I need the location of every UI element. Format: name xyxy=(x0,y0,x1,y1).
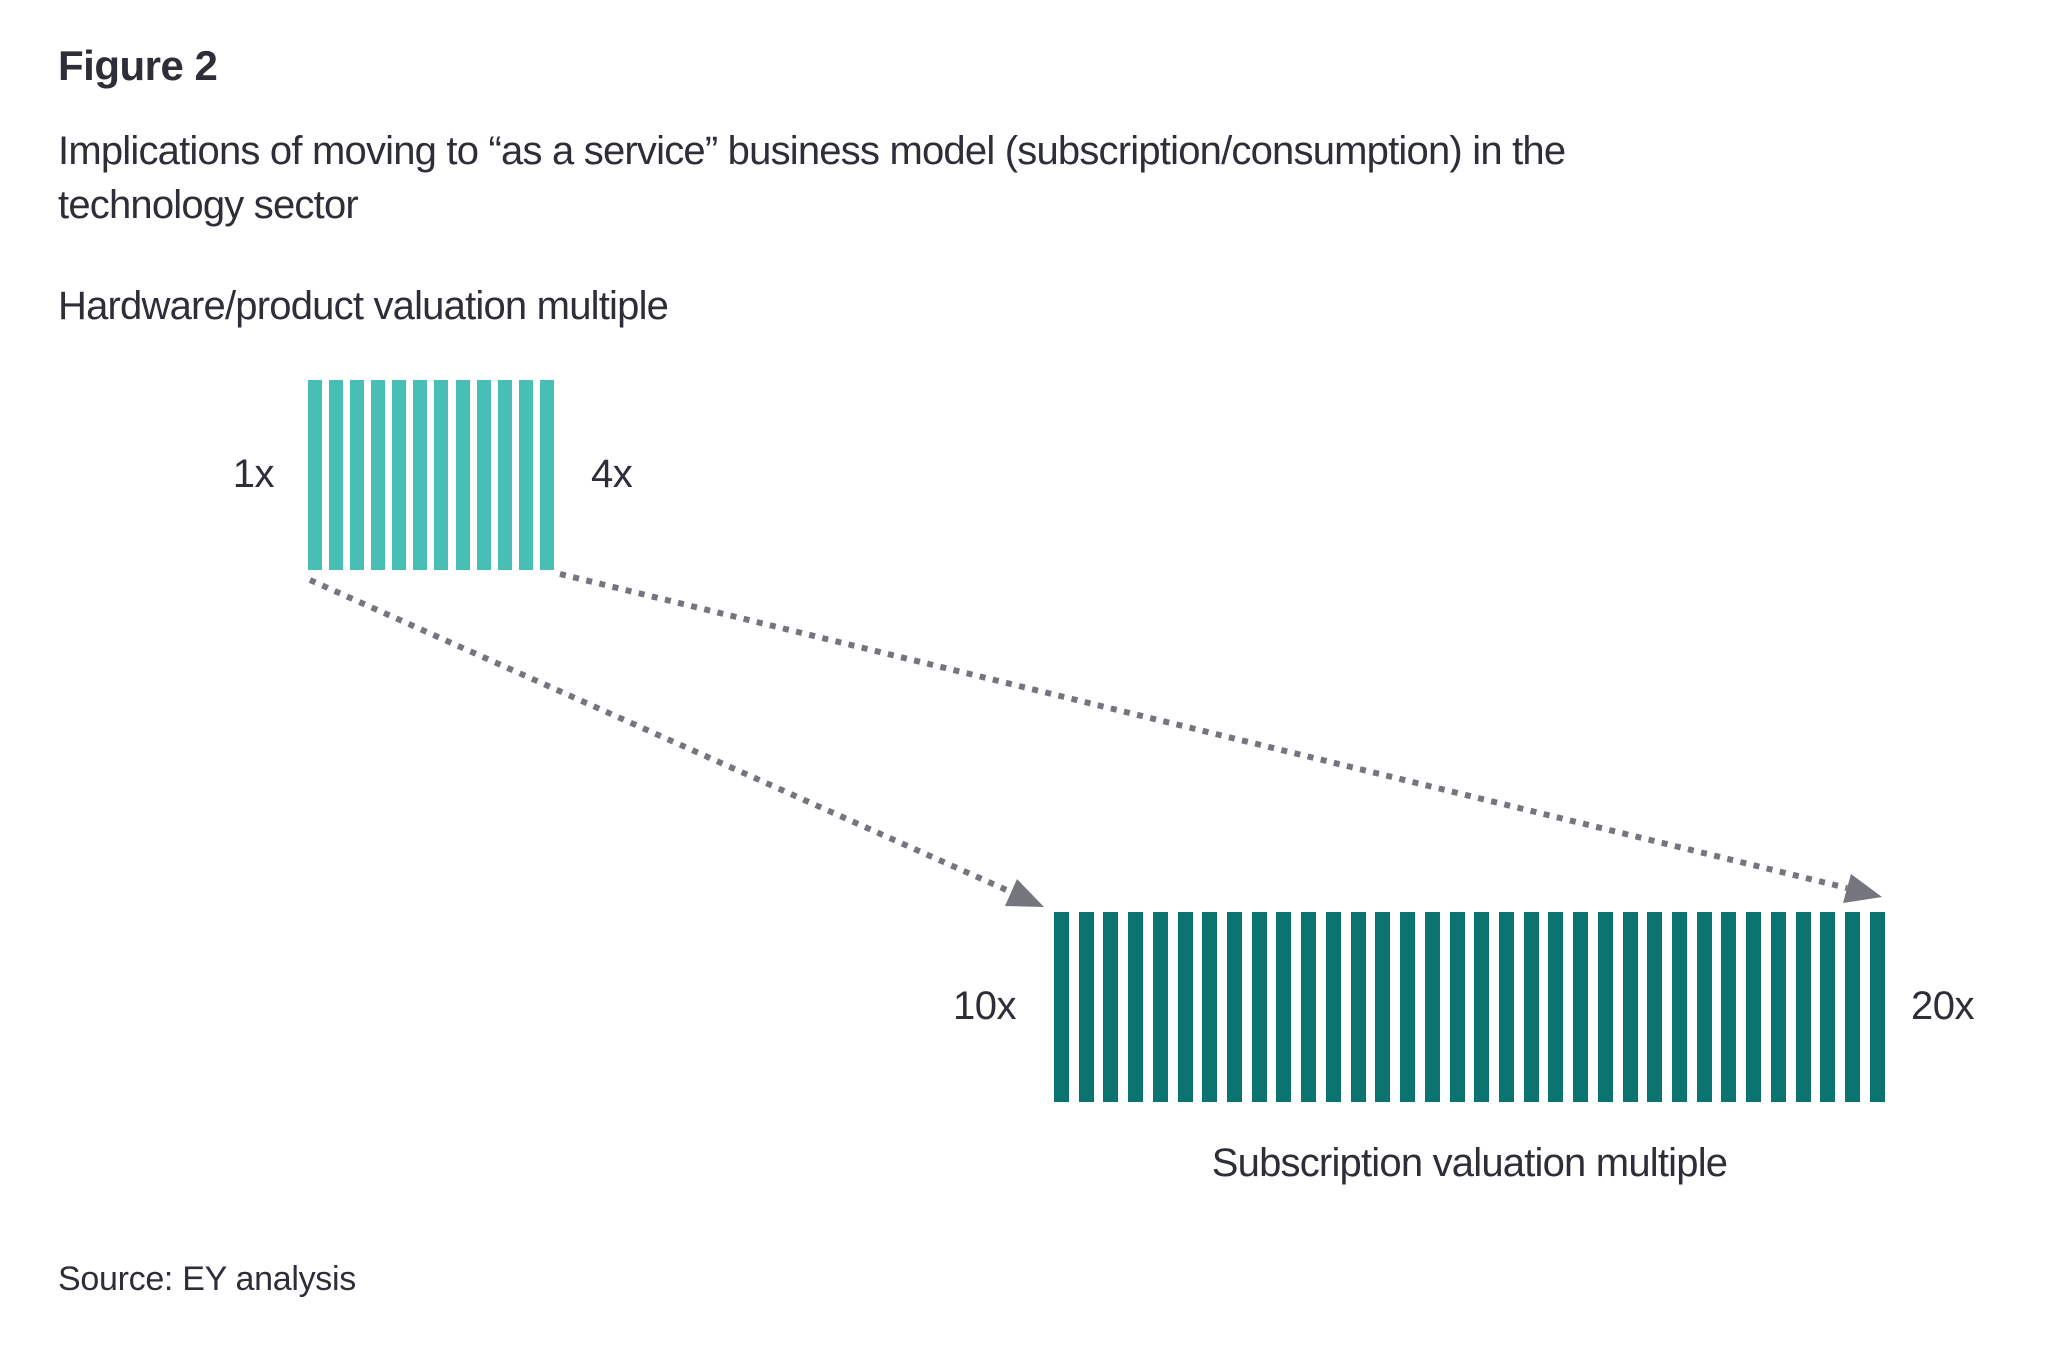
stripe xyxy=(1054,912,1069,1102)
stripe xyxy=(371,380,386,570)
figure-number: Figure 2 xyxy=(58,42,218,89)
stripe xyxy=(539,380,554,570)
stripe xyxy=(1869,912,1885,1102)
stripe xyxy=(1845,912,1860,1102)
stripe xyxy=(1622,912,1638,1102)
stripe xyxy=(1770,912,1786,1102)
stripe xyxy=(1078,912,1094,1102)
stripe xyxy=(434,380,449,570)
stripe xyxy=(1251,912,1267,1102)
stripe xyxy=(1474,912,1490,1102)
stripe xyxy=(1152,912,1168,1102)
hardware-axis-label: Hardware/product valuation multiple xyxy=(58,284,669,328)
stripe xyxy=(1177,912,1193,1102)
source-note: Source: EY analysis xyxy=(58,1260,356,1298)
stripe xyxy=(1820,912,1836,1102)
stripe xyxy=(1795,912,1811,1102)
stripe xyxy=(1548,912,1564,1102)
stripe xyxy=(308,380,322,570)
stripe xyxy=(1325,912,1341,1102)
stripe xyxy=(1301,912,1317,1102)
hardware-max-label: 4x xyxy=(591,452,633,496)
subscription-multiple-bar xyxy=(1054,912,1885,1102)
stripe xyxy=(350,380,365,570)
stripe xyxy=(1746,912,1762,1102)
hardware-min-label: 1x xyxy=(232,452,275,496)
subscription-max-label: 20x xyxy=(1911,984,1975,1028)
stripe xyxy=(476,380,491,570)
stripe xyxy=(1424,912,1440,1102)
stripe xyxy=(1721,912,1737,1102)
stripe xyxy=(1647,912,1663,1102)
arrowhead-upper-icon xyxy=(1843,874,1882,903)
arrow-line-upper xyxy=(559,571,1848,891)
subscription-axis-label: Subscription valuation multiple xyxy=(1211,1141,1728,1185)
stripe xyxy=(1202,912,1218,1102)
stripe xyxy=(1671,912,1687,1102)
stripe xyxy=(1597,912,1613,1102)
figure-title-line-1: Implications of moving to “as a service”… xyxy=(58,129,1566,173)
stripe xyxy=(1276,912,1292,1102)
stripe xyxy=(497,380,512,570)
stripe xyxy=(1498,912,1514,1102)
stripe xyxy=(1375,912,1391,1102)
stripe xyxy=(1400,912,1416,1102)
stripe xyxy=(1573,912,1589,1102)
stripe xyxy=(455,380,470,570)
subscription-min-label: 10x xyxy=(953,984,1017,1028)
arrow-line-lower xyxy=(308,577,1013,895)
stripe xyxy=(1449,912,1465,1102)
stripe xyxy=(1227,912,1243,1102)
figure-title-line-2: technology sector xyxy=(58,183,359,227)
stripe xyxy=(392,380,407,570)
stripe xyxy=(518,380,533,570)
stripe xyxy=(1523,912,1539,1102)
hardware-multiple-bar xyxy=(308,380,554,570)
stripe xyxy=(329,380,344,570)
stripe xyxy=(1350,912,1366,1102)
arrowhead-lower-icon xyxy=(1005,879,1044,907)
stripe xyxy=(1103,912,1119,1102)
stripe xyxy=(413,380,428,570)
stripe xyxy=(1696,912,1712,1102)
figure-title: Implications of moving to “as a service”… xyxy=(58,124,1566,232)
stripe xyxy=(1128,912,1144,1102)
